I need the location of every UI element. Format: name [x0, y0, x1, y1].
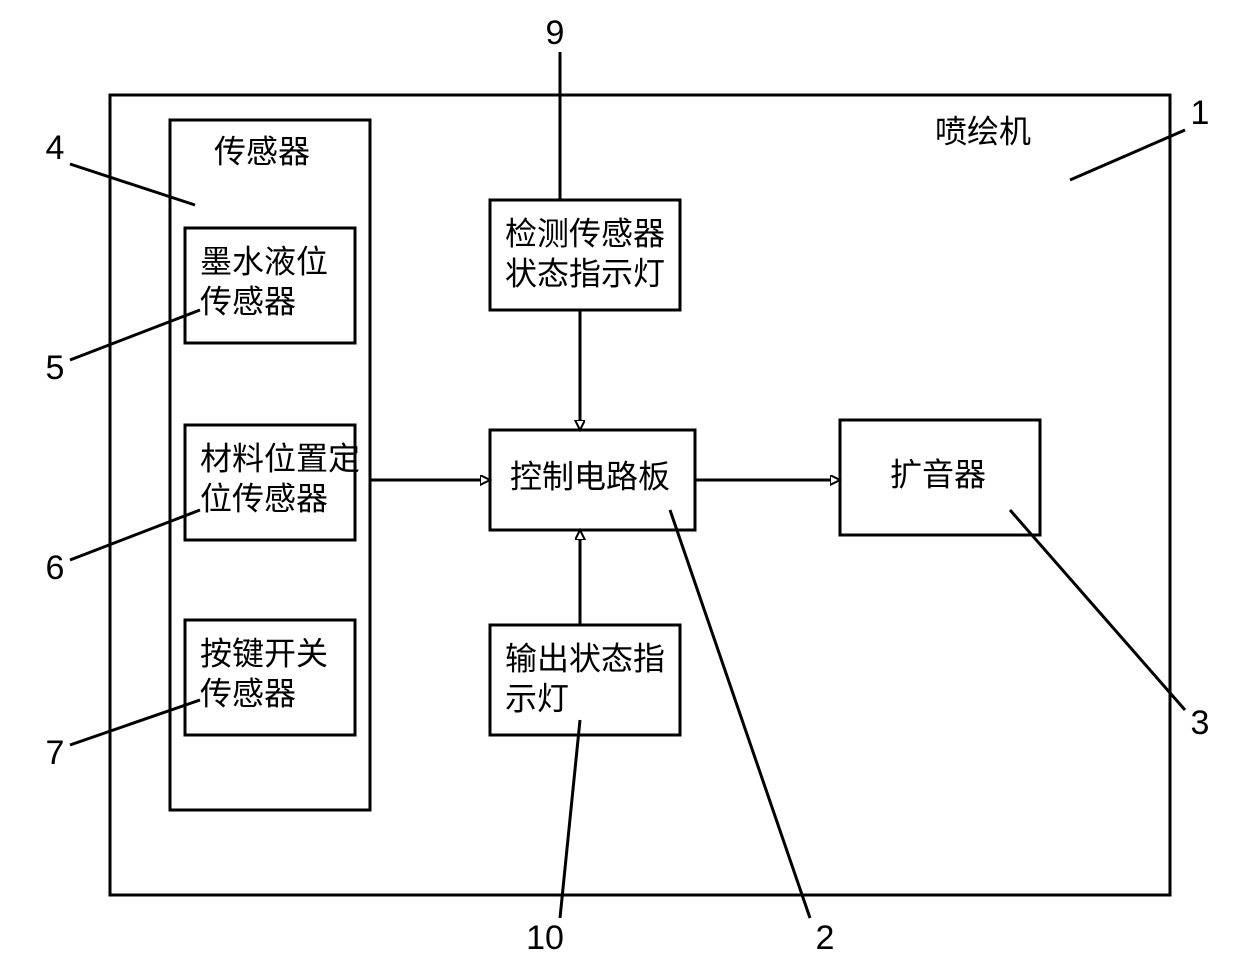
label-button_l1: 按键开关 — [200, 635, 328, 671]
label-detect_l2: 状态指示灯 — [505, 255, 665, 291]
callout-num-1: 1 — [1191, 94, 1210, 132]
callout-num-9: 9 — [546, 14, 565, 52]
callout-num-3: 3 — [1191, 704, 1210, 742]
label-output_l2: 示灯 — [505, 680, 569, 716]
callout-num-5: 5 — [46, 349, 65, 387]
label-control: 控制电路板 — [510, 458, 670, 494]
callout-num-7: 7 — [46, 734, 65, 772]
callout-num-4: 4 — [46, 129, 65, 167]
label-speaker: 扩音器 — [890, 456, 986, 492]
callout-num-2: 2 — [816, 919, 835, 957]
callout-num-10: 10 — [526, 919, 564, 957]
label-sensor_group: 传感器 — [214, 133, 310, 169]
label-detect_l1: 检测传感器 — [505, 215, 665, 251]
label-ink_l2: 传感器 — [200, 283, 296, 319]
label-material_l2: 位传感器 — [200, 480, 328, 516]
callout-num-6: 6 — [46, 549, 65, 587]
label-material_l1: 材料位置定 — [200, 440, 360, 476]
label-outer_title: 喷绘机 — [935, 113, 1031, 149]
label-ink_l1: 墨水液位 — [200, 243, 328, 279]
label-button_l2: 传感器 — [200, 675, 296, 711]
diagram-canvas: 喷绘机传感器墨水液位传感器材料位置定位传感器按键开关传感器检测传感器状态指示灯控… — [0, 0, 1240, 963]
label-output_l1: 输出状态指 — [505, 640, 665, 676]
